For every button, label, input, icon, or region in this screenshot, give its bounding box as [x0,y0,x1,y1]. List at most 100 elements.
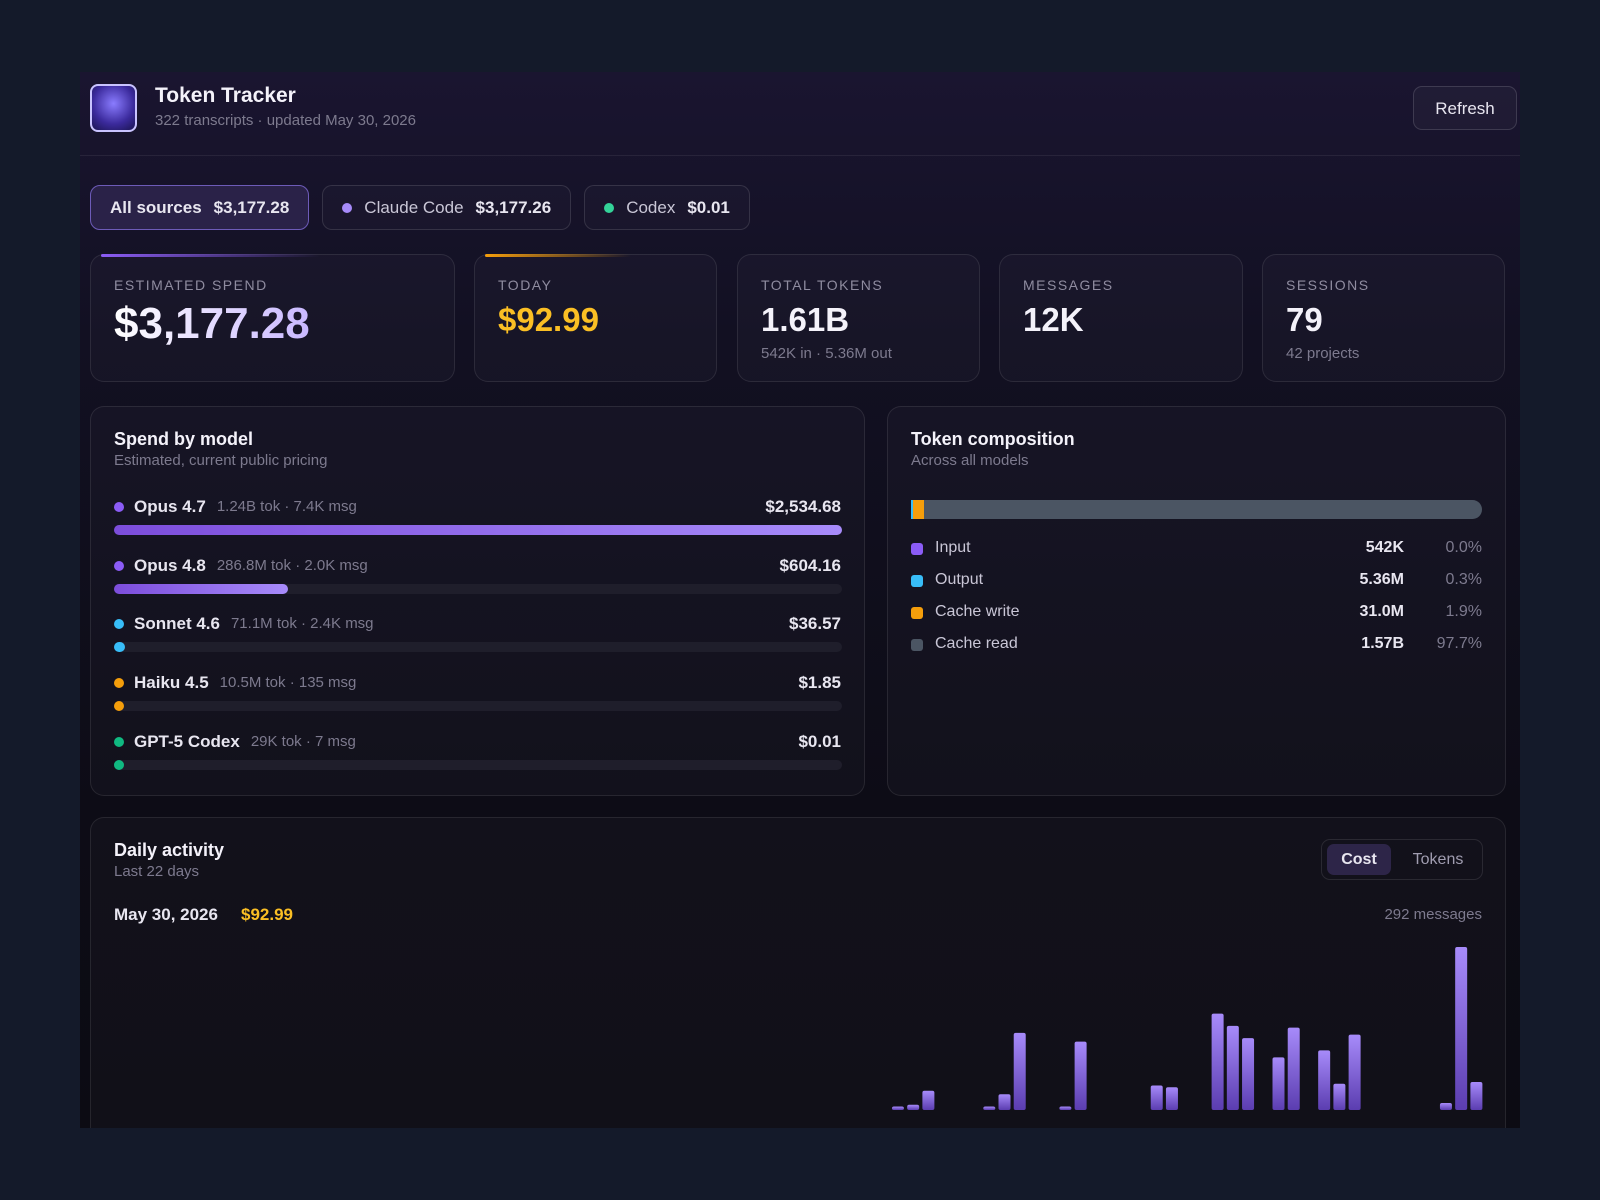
model-detail: 71.1M tok · 2.4K msg [230,615,374,633]
source-name: Claude Code [364,197,464,217]
app-title: Token Tracker [155,84,296,107]
legend-share: 0.0% [1445,539,1482,556]
stat-note: 42 projects [1286,345,1360,362]
model-cost: $604.16 [779,555,841,575]
stat-value: 12K [1023,301,1084,338]
daily-panel: Daily activity Last 22 days Cost Tokens … [90,817,1506,1128]
card-accent [485,254,631,257]
panel-subtitle: Across all models [911,452,1029,469]
legend-share: 97.7% [1436,635,1482,652]
stat-label: ESTIMATED SPEND [114,277,268,293]
selected-cost: $92.99 [241,905,293,924]
spend-bar [114,759,124,770]
stat-value: 79 [1286,301,1323,338]
daily-bar[interactable] [1470,1081,1483,1110]
stat-value: 1.61B [761,301,850,338]
dashboard: Token Tracker 322 transcripts · updated … [80,72,1520,1128]
model-dot [114,560,124,571]
source-cost: $3,177.28 [213,197,290,217]
stat-note: 542K in · 5.36M out [761,345,892,362]
selected-date: May 30, 2026 [114,905,218,924]
daily-bar[interactable] [1348,1034,1361,1110]
daily-bar[interactable] [1318,1050,1331,1110]
stat-card: TODAY $92.99 [474,254,717,382]
bar-track [114,583,842,594]
legend-tokens: 542K [1365,539,1404,556]
model-name: GPT-5 Codex [134,731,240,751]
stat-label: MESSAGES [1023,277,1114,293]
model-dot [114,678,124,689]
daily-bar[interactable] [998,1094,1011,1110]
panel-title: Token composition [911,429,1075,449]
daily-bar[interactable] [907,1104,920,1110]
daily-bar[interactable] [983,1106,996,1110]
model-detail: 10.5M tok · 135 msg [219,674,357,692]
legend-tokens: 5.36M [1359,571,1404,588]
daily-bar[interactable] [922,1090,935,1110]
legend-tokens: 31.0M [1359,603,1404,620]
refresh-button[interactable]: Refresh [1413,86,1517,130]
daily-bar[interactable] [1272,1057,1285,1110]
daily-bar[interactable] [1333,1083,1346,1110]
daily-bar[interactable] [1455,947,1468,1110]
legend-tokens: 1.57B [1361,635,1404,652]
message-count: 292 messages [1384,906,1482,923]
stat-card: MESSAGES 12K [999,254,1243,382]
daily-bar[interactable] [1242,1038,1255,1110]
spend-panel: Spend by model Estimated, current public… [90,406,865,796]
daily-bar[interactable] [1226,1025,1239,1110]
spend-bar [114,642,125,653]
model-cost: $36.57 [789,614,841,634]
panel-subtitle: Last 22 days [114,863,200,880]
toggle-tokens[interactable]: Tokens [1412,851,1464,868]
stat-card: ESTIMATED SPEND $3,177.28 [90,254,455,382]
stat-label: TOTAL TOKENS [761,277,884,293]
daily-bar[interactable] [1059,1106,1072,1110]
stat-card: TOTAL TOKENS 1.61B 542K in · 5.36M out [737,254,980,382]
source-dot [342,202,353,213]
model-cost: $2,534.68 [765,497,841,516]
source-chip[interactable]: Codex $0.01 [584,185,750,230]
daily-bar[interactable] [1165,1087,1178,1110]
token-panel: Token composition Across all models Inpu… [887,406,1506,796]
model-detail: 1.24B tok · 7.4K msg [216,498,357,515]
legend-name: Input [935,539,971,556]
legend-name: Cache write [935,603,1020,620]
daily-bar[interactable] [891,1106,904,1110]
legend-swatch [911,543,923,555]
model-name: Sonnet 4.6 [134,614,220,634]
daily-bar[interactable] [1287,1027,1300,1110]
source-chip[interactable]: Claude Code $3,177.26 [322,185,572,230]
legend-swatch [911,575,923,587]
spend-bar [114,525,842,535]
spend-bar [114,701,124,712]
legend-swatch [911,607,923,619]
model-detail: 286.8M tok · 2.0K msg [216,556,368,574]
model-detail: 29K tok · 7 msg [250,732,356,750]
stat-label: SESSIONS [1286,277,1370,293]
bar-track [114,759,842,770]
model-cost: $0.01 [798,731,841,751]
composition-segment [923,500,1483,519]
stat-value: $92.99 [498,301,599,338]
toggle: Cost Tokens [1321,839,1483,880]
daily-chart [891,947,1483,1110]
daily-bar[interactable] [1013,1032,1026,1110]
model-name: Opus 4.7 [134,497,206,516]
source-name: All sources [110,197,202,217]
source-chip[interactable]: All sources $3,177.28 [90,185,310,230]
toggle-cost[interactable]: Cost [1327,844,1391,875]
daily-bar[interactable] [1439,1102,1452,1110]
card-accent [101,254,320,257]
model-dot [114,502,124,512]
legend-share: 0.3% [1445,571,1482,588]
daily-bar[interactable] [1211,1013,1224,1110]
source-cost: $3,177.26 [475,197,552,217]
source-name: Codex [626,197,676,217]
daily-bar[interactable] [1074,1041,1087,1110]
app-subtitle: 322 transcripts · updated May 30, 2026 [155,112,416,129]
legend-swatch [911,639,923,651]
composition-segment [911,500,913,519]
daily-bar[interactable] [1150,1085,1163,1110]
